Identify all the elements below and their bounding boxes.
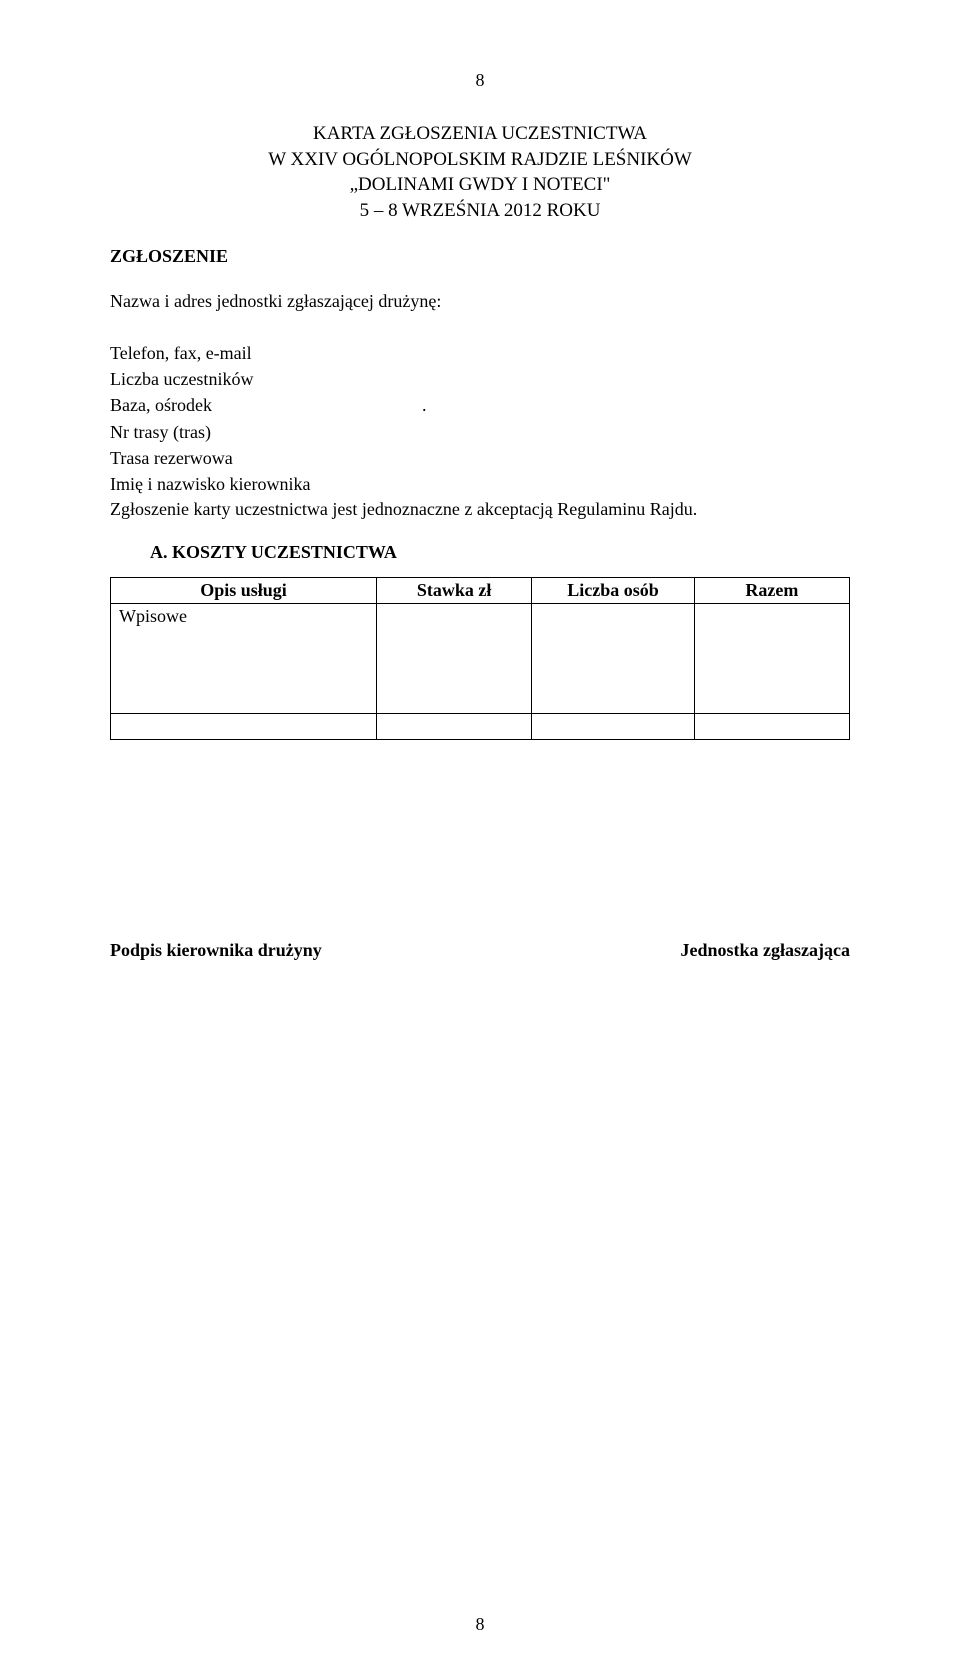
col-header-razem: Razem bbox=[694, 577, 849, 603]
cell-liczba-2 bbox=[532, 713, 695, 739]
title-line-2: W XXIV OGÓLNOPOLSKIM RAJDZIE LEŚNIKÓW bbox=[110, 147, 850, 173]
field-trasa-rez: Trasa rezerwowa bbox=[110, 446, 850, 470]
field-nr-trasy: Nr trasy (tras) bbox=[110, 420, 850, 444]
title-block: KARTA ZGŁOSZENIA UCZESTNICTWA W XXIV OGÓ… bbox=[110, 121, 850, 224]
cell-stawka-1 bbox=[377, 603, 532, 713]
cell-razem-1 bbox=[694, 603, 849, 713]
field-liczba: Liczba uczestników bbox=[110, 367, 850, 391]
cost-table: Opis usługi Stawka zł Liczba osób Razem … bbox=[110, 577, 850, 740]
signature-right: Jednostka zgłaszająca bbox=[681, 940, 851, 961]
acceptance-note: Zgłoszenie karty uczestnictwa jest jedno… bbox=[110, 499, 850, 520]
field-imie: Imię i nazwisko kierownika bbox=[110, 472, 850, 496]
cell-razem-2 bbox=[694, 713, 849, 739]
zgloszenie-label: ZGŁOSZENIE bbox=[110, 246, 850, 267]
field-baza-dot: . bbox=[422, 395, 427, 415]
cell-opis-1: Wpisowe bbox=[111, 603, 377, 713]
col-header-stawka: Stawka zł bbox=[377, 577, 532, 603]
section-a-heading: A. KOSZTY UCZESTNICTWA bbox=[150, 542, 850, 563]
field-baza: Baza, ośrodek. bbox=[110, 393, 850, 417]
field-baza-label: Baza, ośrodek bbox=[110, 395, 212, 415]
col-header-liczba: Liczba osób bbox=[532, 577, 695, 603]
page-number-bottom: 8 bbox=[0, 1614, 960, 1635]
table-row bbox=[111, 713, 850, 739]
table-header-row: Opis usługi Stawka zł Liczba osób Razem bbox=[111, 577, 850, 603]
signature-row: Podpis kierownika drużyny Jednostka zgła… bbox=[110, 940, 850, 961]
signature-left: Podpis kierownika drużyny bbox=[110, 940, 322, 961]
cell-stawka-2 bbox=[377, 713, 532, 739]
page-number-top: 8 bbox=[110, 70, 850, 91]
title-line-3: „DOLINAMI GWDY I NOTECI" bbox=[110, 172, 850, 198]
title-line-1: KARTA ZGŁOSZENIA UCZESTNICTWA bbox=[110, 121, 850, 147]
title-line-4: 5 – 8 WRZEŚNIA 2012 ROKU bbox=[110, 198, 850, 224]
field-nazwa: Nazwa i adres jednostki zgłaszającej dru… bbox=[110, 289, 850, 313]
cell-opis-2 bbox=[111, 713, 377, 739]
field-telefon: Telefon, fax, e-mail bbox=[110, 341, 850, 365]
table-row: Wpisowe bbox=[111, 603, 850, 713]
col-header-opis: Opis usługi bbox=[111, 577, 377, 603]
cell-liczba-1 bbox=[532, 603, 695, 713]
